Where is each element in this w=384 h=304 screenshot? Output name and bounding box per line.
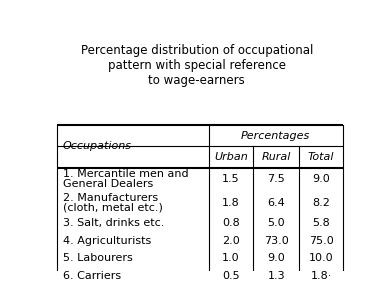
Text: 8.2: 8.2: [312, 198, 330, 208]
Text: Percentage distribution of occupational
pattern with special reference
to wage-e: Percentage distribution of occupational …: [81, 43, 313, 87]
Text: 75.0: 75.0: [309, 236, 333, 246]
Text: 9.0: 9.0: [268, 253, 285, 263]
Text: 1.0: 1.0: [222, 253, 240, 263]
Text: Rural: Rural: [262, 152, 291, 162]
Text: 1.8: 1.8: [222, 198, 240, 208]
Text: 6.4: 6.4: [268, 198, 285, 208]
Text: General Dealers: General Dealers: [63, 179, 153, 189]
Text: 1.8·: 1.8·: [310, 271, 332, 281]
Text: 7.5: 7.5: [268, 174, 285, 184]
Text: Occupations: Occupations: [63, 141, 132, 151]
Text: Urban: Urban: [214, 152, 248, 162]
Text: Percentages: Percentages: [241, 131, 310, 141]
Text: 1.3: 1.3: [268, 271, 285, 281]
Text: 3. Salt, drinks etc.: 3. Salt, drinks etc.: [63, 218, 164, 228]
Text: 10.0: 10.0: [309, 253, 333, 263]
Text: 0.8: 0.8: [222, 218, 240, 228]
Text: 2.0: 2.0: [222, 236, 240, 246]
Text: 5.0: 5.0: [268, 218, 285, 228]
Text: (cloth, metal etc.): (cloth, metal etc.): [63, 203, 163, 213]
Text: 9.0: 9.0: [312, 174, 330, 184]
Text: 73.0: 73.0: [264, 236, 289, 246]
Text: 1.5: 1.5: [222, 174, 240, 184]
Text: 4. Agriculturists: 4. Agriculturists: [63, 236, 151, 246]
Text: 5.8: 5.8: [312, 218, 330, 228]
Text: 1. Mercantile men and: 1. Mercantile men and: [63, 169, 189, 179]
Text: 5. Labourers: 5. Labourers: [63, 253, 132, 263]
Text: 6. Carriers: 6. Carriers: [63, 271, 121, 281]
Text: 0.5: 0.5: [222, 271, 240, 281]
Text: Total: Total: [308, 152, 334, 162]
Text: 2. Manufacturers: 2. Manufacturers: [63, 192, 158, 202]
